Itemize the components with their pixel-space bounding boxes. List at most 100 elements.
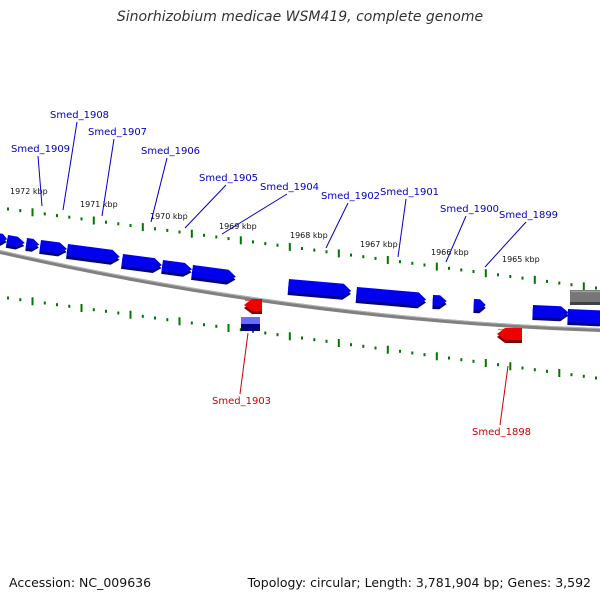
rna-feature-bottom bbox=[241, 324, 260, 331]
minor-tick bbox=[497, 273, 499, 277]
major-tick bbox=[239, 236, 242, 245]
major-tick bbox=[337, 249, 340, 258]
gene-label-leader bbox=[239, 332, 249, 395]
gene-label-leader bbox=[62, 121, 78, 211]
rna-feature bbox=[241, 317, 260, 331]
forward-gene-label: Smed_1907 bbox=[88, 127, 147, 138]
reverse-gene-arrow bbox=[244, 299, 262, 314]
minor-tick bbox=[105, 220, 107, 224]
gene-highlight bbox=[8, 236, 18, 239]
minor-tick bbox=[423, 263, 426, 267]
minor-tick bbox=[423, 353, 426, 357]
minor-tick bbox=[521, 366, 524, 370]
minor-tick bbox=[105, 309, 107, 313]
upper-tick-track bbox=[7, 207, 597, 291]
minor-tick bbox=[239, 328, 242, 332]
gene-body bbox=[39, 240, 68, 254]
forward-gene-arrow bbox=[25, 238, 40, 252]
forward-gene-label: Smed_1906 bbox=[141, 146, 200, 157]
minor-tick bbox=[558, 281, 561, 285]
major-tick bbox=[533, 275, 536, 284]
minor-tick bbox=[497, 363, 499, 367]
forward-gene-arrow bbox=[121, 254, 162, 274]
forward-gene-label: Smed_1902 bbox=[321, 191, 380, 202]
minor-tick bbox=[362, 255, 365, 259]
major-tick bbox=[129, 310, 132, 319]
minor-tick bbox=[166, 228, 169, 232]
minor-tick bbox=[448, 266, 450, 270]
kbp-label: 1972 kbp bbox=[10, 187, 48, 196]
gene-highlight bbox=[27, 239, 34, 241]
minor-tick bbox=[301, 336, 303, 340]
minor-tick bbox=[19, 209, 22, 213]
kbp-label: 1970 kbp bbox=[150, 212, 188, 221]
gene-label-leader bbox=[499, 365, 509, 426]
major-tick bbox=[582, 282, 585, 291]
minor-tick bbox=[7, 296, 9, 300]
rna-feature-top bbox=[241, 317, 260, 325]
major-tick bbox=[141, 223, 144, 232]
forward-gene-arrow bbox=[355, 287, 427, 309]
minor-tick bbox=[411, 351, 414, 355]
genome-title: Sinorhizobium medicae WSM419, complete g… bbox=[116, 9, 484, 25]
gene-body bbox=[0, 233, 8, 243]
major-tick bbox=[190, 229, 193, 238]
minor-tick bbox=[313, 248, 316, 252]
forward-gene-arrow bbox=[473, 299, 486, 314]
forward-gene-arrow bbox=[532, 305, 569, 322]
minor-tick bbox=[117, 311, 120, 315]
gene-body bbox=[121, 254, 162, 271]
forward-gene-label: Smed_1900 bbox=[440, 204, 499, 215]
forward-gene-arrow bbox=[191, 265, 236, 285]
minor-tick bbox=[350, 343, 352, 347]
gene-highlight bbox=[41, 241, 60, 245]
gene-highlight bbox=[289, 279, 344, 286]
minor-tick bbox=[325, 339, 328, 343]
minor-tick bbox=[19, 298, 22, 302]
minor-tick bbox=[43, 212, 46, 216]
minor-tick bbox=[227, 237, 230, 241]
minor-tick bbox=[533, 368, 536, 372]
gene-label-leader bbox=[445, 215, 467, 263]
major-tick bbox=[435, 262, 438, 271]
minor-tick bbox=[582, 374, 585, 378]
major-tick bbox=[31, 208, 34, 217]
gene-body bbox=[532, 305, 569, 319]
gene-highlight bbox=[163, 261, 185, 265]
reverse-gene-label: Smed_1903 bbox=[212, 396, 271, 407]
gene-body bbox=[570, 290, 600, 302]
minor-tick bbox=[264, 331, 267, 335]
minor-tick bbox=[595, 376, 597, 380]
kbp-label: 1971 kbp bbox=[80, 200, 118, 209]
major-tick bbox=[386, 345, 389, 354]
forward-gene-arrow bbox=[66, 244, 120, 265]
gene-body bbox=[567, 309, 600, 324]
reverse-gene-arrow bbox=[497, 328, 522, 343]
major-tick bbox=[178, 317, 181, 326]
minor-tick bbox=[117, 222, 120, 226]
forward-gene-arrow bbox=[161, 260, 193, 277]
forward-gene-label: Smed_1901 bbox=[380, 187, 439, 198]
gene-label-leader bbox=[325, 202, 349, 249]
gene-label-leader bbox=[484, 221, 527, 268]
forward-gene-label: Smed_1909 bbox=[11, 144, 70, 155]
minor-tick bbox=[56, 303, 58, 307]
minor-tick bbox=[215, 324, 218, 328]
minor-tick bbox=[546, 279, 548, 283]
major-tick bbox=[509, 362, 512, 371]
minor-tick bbox=[141, 314, 144, 318]
accession-label: Accession: NC_009636 bbox=[9, 575, 152, 590]
minor-tick bbox=[203, 233, 205, 237]
major-tick bbox=[337, 339, 340, 347]
kbp-label: 1965 kbp bbox=[502, 255, 540, 264]
gene-body bbox=[497, 328, 522, 340]
minor-tick bbox=[570, 373, 573, 377]
forward-gene-arrow bbox=[567, 309, 600, 327]
genome-backbone-highlight bbox=[0, 250, 600, 329]
minor-tick bbox=[595, 286, 597, 290]
minor-tick bbox=[313, 338, 316, 342]
minor-tick bbox=[7, 207, 9, 211]
minor-tick bbox=[129, 224, 132, 227]
minor-tick bbox=[325, 250, 328, 254]
